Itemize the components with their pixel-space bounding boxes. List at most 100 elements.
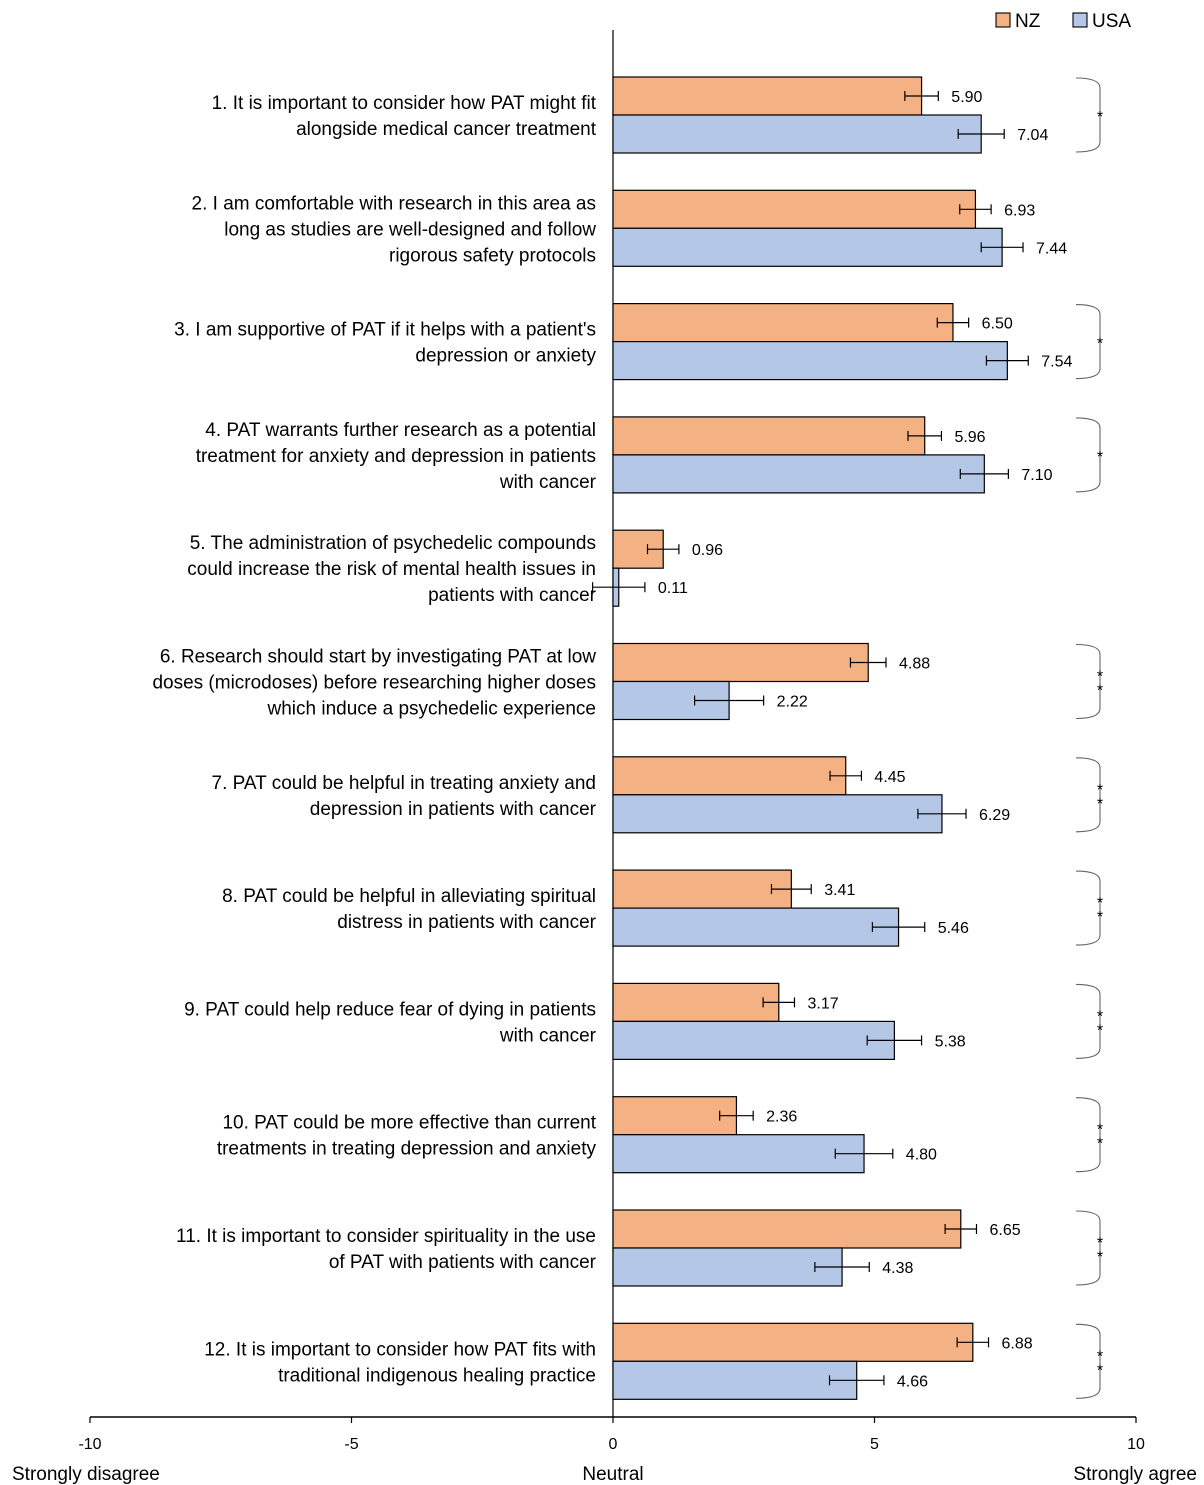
x-tick-label: -10 xyxy=(78,1436,101,1453)
value-label-nz-item-1: 5.90 xyxy=(951,89,982,106)
item-label-9: with cancer xyxy=(499,1025,597,1046)
item-label-2: rigorous safety protocols xyxy=(389,245,596,266)
significance-bracket-item-11 xyxy=(1075,1210,1101,1286)
item-label-3: 3. I am supportive of PAT if it helps wi… xyxy=(174,320,596,341)
value-label-nz-item-5: 0.96 xyxy=(692,542,723,559)
value-label-usa-item-9: 5.38 xyxy=(935,1033,966,1050)
item-label-6: doses (microdoses) before researching hi… xyxy=(152,673,596,694)
bar-nz-item-6 xyxy=(612,642,869,683)
significance-bracket-item-3 xyxy=(1075,304,1101,380)
value-label-usa-item-11: 4.38 xyxy=(882,1260,913,1277)
significance-star-item-10: * xyxy=(1097,1136,1103,1153)
value-label-nz-item-7: 4.45 xyxy=(874,769,905,786)
bar-usa-item-1 xyxy=(612,114,982,154)
significance-bracket-item-4 xyxy=(1075,417,1101,493)
item-label-4: treatment for anxiety and depression in … xyxy=(196,446,596,467)
bar-usa-item-7 xyxy=(612,794,943,834)
significance-star-item-11: * xyxy=(1097,1249,1103,1266)
significance-star-item-1: * xyxy=(1097,109,1103,126)
significance-star-item-3: * xyxy=(1097,336,1103,353)
item-label-1: 1. It is important to consider how PAT m… xyxy=(212,93,597,114)
item-label-2: long as studies are well-designed and fo… xyxy=(224,219,596,240)
significance-bracket-item-8 xyxy=(1075,870,1101,946)
value-label-nz-item-6: 4.88 xyxy=(899,656,930,673)
value-label-nz-item-8: 3.41 xyxy=(824,882,855,899)
significance-star-item-8: * xyxy=(1097,895,1103,912)
item-label-11: of PAT with patients with cancer xyxy=(329,1252,597,1273)
value-label-usa-item-1: 7.04 xyxy=(1017,127,1048,144)
significance-star-item-12: * xyxy=(1097,1348,1103,1365)
item-label-2: 2. I am comfortable with research in thi… xyxy=(192,193,596,214)
significance-bracket-item-9 xyxy=(1075,983,1101,1059)
item-label-4: with cancer xyxy=(499,472,597,493)
item-label-5: 5. The administration of psychedelic com… xyxy=(190,533,596,554)
value-label-usa-item-3: 7.54 xyxy=(1041,354,1072,371)
significance-star-item-9: * xyxy=(1097,1008,1103,1025)
significance-star-item-12: * xyxy=(1097,1362,1103,1379)
significance-star-item-10: * xyxy=(1097,1122,1103,1139)
value-label-usa-item-8: 5.46 xyxy=(938,920,969,937)
bar-nz-item-1 xyxy=(612,76,923,116)
bar-usa-item-11 xyxy=(612,1247,843,1287)
x-tick-label: -5 xyxy=(344,1436,358,1453)
legend-label-usa: USA xyxy=(1092,11,1131,32)
value-label-usa-item-2: 7.44 xyxy=(1036,240,1067,257)
x-anchor-label-left: Strongly disagree xyxy=(12,1464,160,1485)
value-label-usa-item-4: 7.10 xyxy=(1021,467,1052,484)
item-label-6: which induce a psychedelic experience xyxy=(267,699,596,720)
item-label-8: distress in patients with cancer xyxy=(337,912,596,933)
item-label-10: 10. PAT could be more effective than cur… xyxy=(222,1113,596,1134)
significance-bracket-item-6 xyxy=(1075,643,1101,720)
value-label-nz-item-11: 6.65 xyxy=(989,1222,1020,1239)
significance-star-item-11: * xyxy=(1097,1235,1103,1252)
item-label-1: alongside medical cancer treatment xyxy=(296,119,597,140)
bar-nz-item-3 xyxy=(612,303,954,343)
significance-bracket-item-7 xyxy=(1075,757,1101,833)
bar-nz-item-12 xyxy=(612,1322,974,1362)
bar-usa-item-4 xyxy=(612,454,985,494)
x-anchor-label-center: Neutral xyxy=(582,1464,643,1485)
legend-label-nz: NZ xyxy=(1015,11,1041,32)
item-label-7: depression in patients with cancer xyxy=(310,799,597,820)
significance-bracket-item-1 xyxy=(1075,77,1101,153)
bar-nz-item-4 xyxy=(612,416,926,456)
value-label-usa-item-5: 0.11 xyxy=(658,580,688,597)
significance-star-item-9: * xyxy=(1097,1022,1103,1039)
x-tick-label: 0 xyxy=(609,1436,618,1453)
bar-nz-item-11 xyxy=(612,1209,962,1249)
significance-star-item-7: * xyxy=(1097,796,1103,813)
significance-star-item-7: * xyxy=(1097,782,1103,799)
item-label-10: treatments in treating depression and an… xyxy=(217,1139,597,1160)
bar-nz-item-2 xyxy=(612,189,977,229)
significance-star-item-6: * xyxy=(1097,683,1103,700)
bar-usa-item-10 xyxy=(612,1134,865,1174)
x-tick-label: 5 xyxy=(870,1436,879,1453)
value-label-usa-item-10: 4.80 xyxy=(906,1147,937,1164)
item-label-11: 11. It is important to consider spiritua… xyxy=(176,1226,596,1247)
value-label-nz-item-3: 6.50 xyxy=(982,316,1013,333)
value-label-nz-item-9: 3.17 xyxy=(807,995,838,1012)
significance-star-item-6: * xyxy=(1097,669,1103,686)
bar-nz-item-10 xyxy=(612,1096,738,1136)
item-label-12: traditional indigenous healing practice xyxy=(278,1365,596,1386)
x-tick-label: 10 xyxy=(1127,1436,1145,1453)
item-label-5: could increase the risk of mental health… xyxy=(187,559,596,580)
significance-bracket-item-10 xyxy=(1075,1097,1101,1173)
value-label-nz-item-2: 6.93 xyxy=(1004,202,1035,219)
value-label-nz-item-4: 5.96 xyxy=(954,429,985,446)
item-label-8: 8. PAT could be helpful in alleviating s… xyxy=(222,886,596,907)
item-label-3: depression or anxiety xyxy=(415,346,596,367)
value-label-usa-item-12: 4.66 xyxy=(897,1373,928,1390)
value-label-usa-item-6: 2.22 xyxy=(777,694,808,711)
bar-usa-item-3 xyxy=(612,341,1008,381)
item-label-5: patients with cancer xyxy=(428,585,597,606)
item-label-6: 6. Research should start by investigatin… xyxy=(160,647,596,668)
legend-swatch-usa xyxy=(1072,12,1088,28)
bar-nz-item-7 xyxy=(612,756,847,796)
item-label-12: 12. It is important to consider how PAT … xyxy=(204,1339,596,1360)
bar-usa-item-8 xyxy=(612,907,900,947)
bar-nz-item-8 xyxy=(612,869,792,909)
significance-star-item-4: * xyxy=(1097,449,1103,466)
significance-star-item-8: * xyxy=(1097,909,1103,926)
